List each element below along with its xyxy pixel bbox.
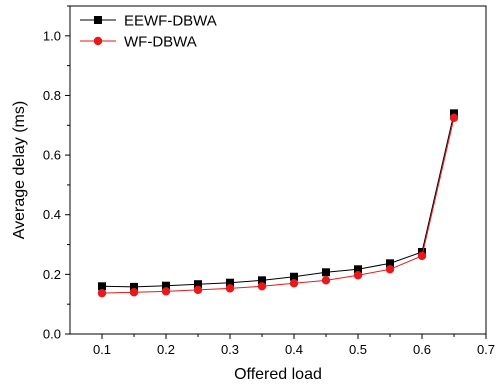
data-point — [98, 282, 106, 291]
data-point — [353, 271, 363, 280]
y-tick-label: 1.0 — [43, 28, 61, 43]
data-point — [193, 285, 203, 295]
y-tick-label: 0.8 — [43, 88, 61, 103]
data-point — [450, 109, 458, 118]
y-axis: 0.0 0.2 0.4 0.6 0.8 1.0 — [43, 5, 70, 342]
data-point — [257, 282, 267, 291]
data-point — [226, 278, 234, 287]
data-point — [162, 281, 170, 290]
x-tick-label: 0.6 — [413, 342, 431, 357]
x-tick-label: 0.1 — [93, 342, 111, 357]
legend-marker — [93, 36, 103, 46]
x-axis: 0.1 0.2 0.3 0.4 0.5 0.6 0.7 — [93, 334, 495, 357]
data-point — [322, 268, 330, 277]
data-point — [289, 279, 299, 288]
y-tick-label: 0.6 — [43, 148, 61, 163]
plot-frame — [69, 5, 487, 335]
x-tick-label: 0.3 — [221, 342, 239, 357]
legend-marker — [94, 16, 102, 24]
legend-entry: WF-DBWA — [80, 34, 197, 51]
data-point — [129, 288, 139, 297]
series-1 — [98, 109, 458, 291]
y-tick-label: 0.2 — [43, 267, 61, 282]
data-point — [449, 113, 459, 123]
x-axis-title: Offered load — [234, 366, 322, 383]
series-layer — [97, 109, 459, 298]
y-tick-label: 0.4 — [43, 207, 61, 222]
series-2 — [97, 113, 459, 298]
data-point — [130, 282, 138, 291]
x-tick-label: 0.4 — [285, 342, 303, 357]
x-tick-label: 0.2 — [157, 342, 175, 357]
y-tick-label: 0.0 — [43, 327, 61, 342]
data-point — [161, 287, 171, 296]
series-line — [101, 113, 455, 288]
legend-label: WF-DBWA — [124, 34, 197, 51]
x-tick-label: 0.7 — [477, 342, 495, 357]
series-line — [101, 117, 455, 294]
data-point — [354, 265, 362, 274]
data-point — [290, 272, 298, 281]
legend-label: EEWF-DBWA — [124, 13, 217, 30]
y-axis-title: Average delay (ms) — [11, 101, 28, 239]
data-point — [258, 276, 266, 285]
legend-entry: EEWF-DBWA — [80, 13, 217, 30]
data-point — [97, 288, 107, 298]
legend: EEWF-DBWA WF-DBWA — [80, 13, 217, 51]
data-point — [417, 251, 427, 261]
data-point — [385, 265, 395, 274]
data-point — [321, 276, 331, 285]
data-point — [194, 280, 202, 289]
data-point — [225, 284, 235, 293]
data-point — [386, 259, 394, 268]
x-tick-label: 0.5 — [349, 342, 367, 357]
